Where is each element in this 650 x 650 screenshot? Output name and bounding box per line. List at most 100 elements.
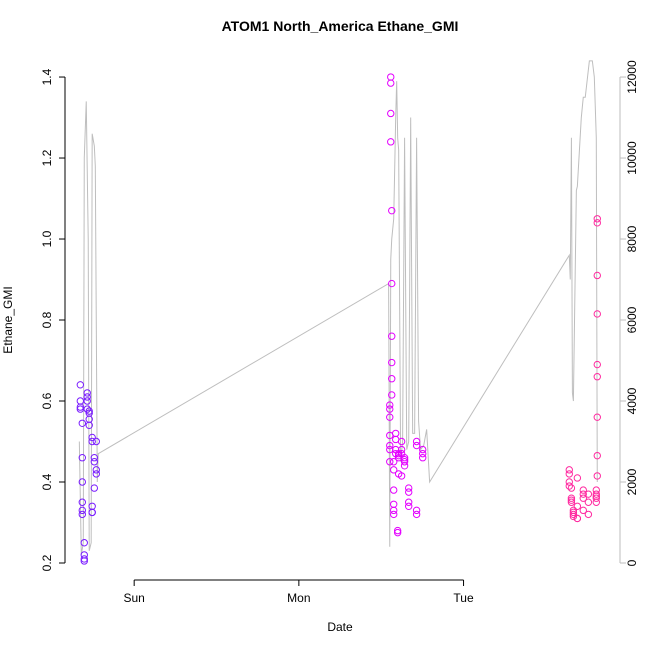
data-point bbox=[400, 462, 409, 470]
data-point bbox=[386, 401, 394, 409]
data-point bbox=[567, 496, 576, 504]
data-point bbox=[412, 506, 421, 515]
data-point bbox=[83, 405, 91, 413]
data-point bbox=[584, 490, 593, 498]
data-point bbox=[390, 510, 398, 519]
data-point bbox=[83, 389, 91, 397]
data-point bbox=[88, 437, 96, 446]
y2-tick-label: 12000 bbox=[625, 60, 639, 94]
data-point bbox=[390, 486, 398, 494]
data-point bbox=[388, 206, 396, 215]
data-point bbox=[90, 454, 99, 462]
data-point bbox=[579, 490, 587, 498]
data-point bbox=[386, 413, 394, 421]
data-point bbox=[80, 557, 88, 565]
data-point bbox=[387, 73, 395, 81]
y-axis-label: Ethane_GMI bbox=[1, 286, 15, 353]
data-point bbox=[393, 528, 402, 537]
data-point bbox=[393, 526, 402, 535]
y-tick-label: 1.4 bbox=[40, 68, 54, 85]
chart-title: ATOM1 North_America Ethane_GMI bbox=[222, 18, 459, 34]
data-point bbox=[593, 219, 601, 227]
data-point bbox=[92, 466, 100, 474]
data-point bbox=[567, 498, 576, 506]
data-point bbox=[569, 510, 578, 519]
data-point bbox=[397, 437, 406, 446]
data-point bbox=[88, 508, 96, 517]
data-point bbox=[387, 109, 395, 118]
y-tick-label: 1.0 bbox=[40, 230, 54, 247]
data-point bbox=[85, 421, 93, 430]
data-point bbox=[92, 437, 100, 446]
y-tick-label: 0.6 bbox=[40, 392, 54, 409]
data-point bbox=[80, 539, 88, 547]
y2-tick-label: 10000 bbox=[625, 141, 639, 175]
data-point bbox=[80, 555, 88, 563]
data-point bbox=[386, 441, 394, 450]
data-point bbox=[593, 413, 601, 421]
data-point bbox=[388, 358, 396, 367]
data-point bbox=[593, 472, 601, 480]
data-point bbox=[579, 494, 587, 502]
data-point bbox=[386, 458, 394, 466]
data-point bbox=[76, 397, 85, 405]
data-point bbox=[569, 512, 578, 521]
data-point bbox=[397, 445, 406, 454]
data-point bbox=[400, 454, 409, 462]
data-point bbox=[419, 454, 427, 462]
y-tick-label: 0.4 bbox=[40, 473, 54, 490]
data-point bbox=[592, 490, 600, 498]
data-point bbox=[386, 405, 394, 413]
data-point bbox=[419, 445, 427, 454]
y2-tick-label: 8000 bbox=[625, 225, 639, 252]
data-point bbox=[400, 458, 409, 466]
data-point bbox=[593, 360, 601, 369]
data-point bbox=[584, 510, 593, 519]
data-point bbox=[88, 433, 96, 442]
data-point bbox=[569, 508, 578, 517]
data-point bbox=[390, 506, 398, 515]
data-point bbox=[579, 506, 587, 515]
data-point bbox=[88, 502, 96, 510]
data-point bbox=[78, 454, 86, 462]
data-point bbox=[412, 437, 421, 446]
data-point bbox=[567, 494, 576, 502]
data-point bbox=[405, 502, 413, 510]
data-point bbox=[405, 488, 413, 496]
data-point bbox=[90, 484, 99, 492]
data-point bbox=[565, 482, 573, 490]
data-point bbox=[573, 502, 582, 510]
data-point bbox=[85, 407, 93, 415]
data-point bbox=[593, 271, 601, 280]
x-tick-label: Mon bbox=[287, 591, 310, 605]
data-point bbox=[76, 405, 85, 413]
data-point bbox=[592, 494, 600, 502]
data-point bbox=[387, 79, 395, 87]
data-point bbox=[412, 510, 421, 519]
data-point bbox=[405, 484, 413, 492]
data-point bbox=[579, 486, 587, 494]
data-point bbox=[412, 441, 421, 450]
data-point bbox=[78, 478, 86, 486]
data-point bbox=[78, 498, 86, 506]
data-point bbox=[565, 466, 573, 474]
data-point bbox=[391, 429, 400, 438]
data-point bbox=[387, 138, 395, 146]
data-point bbox=[78, 419, 86, 427]
data-point bbox=[388, 375, 396, 383]
y2-tick-label: 6000 bbox=[625, 306, 639, 333]
y2-tick-label: 0 bbox=[625, 559, 639, 566]
data-point bbox=[388, 332, 396, 340]
data-point bbox=[567, 484, 576, 492]
data-point bbox=[419, 449, 427, 458]
data-point bbox=[584, 498, 593, 506]
data-point bbox=[76, 403, 85, 411]
data-point bbox=[76, 381, 85, 389]
data-point bbox=[92, 470, 100, 478]
data-point bbox=[390, 466, 398, 474]
data-point bbox=[565, 470, 573, 478]
data-point bbox=[83, 397, 91, 405]
data-point bbox=[593, 451, 601, 460]
y2-tick-label: 2000 bbox=[625, 468, 639, 495]
y-tick-label: 0.8 bbox=[40, 311, 54, 328]
